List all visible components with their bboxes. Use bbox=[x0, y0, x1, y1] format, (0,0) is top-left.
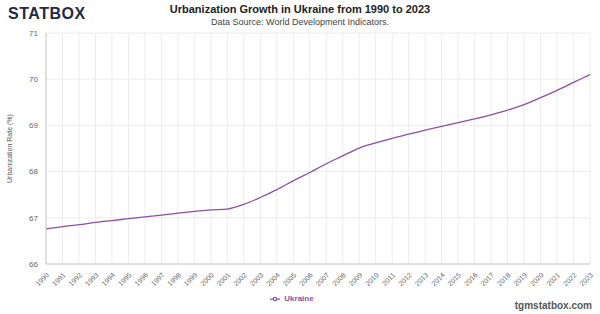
svg-text:2016: 2016 bbox=[463, 271, 479, 287]
svg-text:1991: 1991 bbox=[51, 271, 67, 287]
svg-text:2005: 2005 bbox=[282, 271, 298, 287]
html-text:Urbanization Growth in Ukraine: Urbanization Growth in Ukraine from 1990… bbox=[169, 3, 431, 15]
svg-text:2014: 2014 bbox=[430, 271, 446, 287]
svg-text:2002: 2002 bbox=[232, 271, 248, 287]
svg-text:70: 70 bbox=[29, 75, 38, 84]
html-text:Ukraine: Ukraine bbox=[284, 294, 314, 304]
svg-text:66: 66 bbox=[29, 260, 38, 269]
svg-text:2019: 2019 bbox=[512, 271, 528, 287]
svg-text:2011: 2011 bbox=[381, 271, 397, 287]
svg-text:2018: 2018 bbox=[496, 271, 512, 287]
html-text:tgmstatbox.com: tgmstatbox.com bbox=[514, 300, 592, 311]
svg-text:1990: 1990 bbox=[34, 271, 50, 287]
svg-text:2008: 2008 bbox=[331, 271, 347, 287]
svg-text:2004: 2004 bbox=[265, 271, 281, 287]
svg-text:1993: 1993 bbox=[84, 271, 100, 287]
svg-text:2021: 2021 bbox=[545, 271, 561, 287]
svg-text:2010: 2010 bbox=[364, 271, 380, 287]
svg-text:1996: 1996 bbox=[133, 271, 149, 287]
html-text:Data Source: World Development: Data Source: World Development Indicator… bbox=[211, 17, 389, 27]
svg-text:71: 71 bbox=[29, 29, 38, 38]
svg-text:2015: 2015 bbox=[446, 271, 462, 287]
svg-text:2009: 2009 bbox=[347, 271, 363, 287]
svg-text:2000: 2000 bbox=[199, 271, 215, 287]
svg-text:2003: 2003 bbox=[249, 271, 265, 287]
svg-text:1998: 1998 bbox=[166, 271, 182, 287]
svg-text:68: 68 bbox=[29, 167, 38, 176]
svg-text:2020: 2020 bbox=[529, 271, 545, 287]
svg-text:2006: 2006 bbox=[298, 271, 314, 287]
html-text:STATBOX: STATBOX bbox=[8, 5, 86, 22]
svg-text:1997: 1997 bbox=[150, 271, 166, 287]
svg-text:1995: 1995 bbox=[117, 271, 133, 287]
svg-text:2012: 2012 bbox=[397, 271, 413, 287]
svg-text:1994: 1994 bbox=[100, 271, 116, 287]
svg-text:2007: 2007 bbox=[314, 271, 330, 287]
svg-text:1999: 1999 bbox=[183, 271, 199, 287]
svg-text:2022: 2022 bbox=[562, 271, 578, 287]
svg-text:2013: 2013 bbox=[413, 271, 429, 287]
svg-text:1992: 1992 bbox=[67, 271, 83, 287]
svg-text:2001: 2001 bbox=[216, 271, 232, 287]
svg-text:Urbanization Rate (%): Urbanization Rate (%) bbox=[8, 114, 14, 183]
svg-text:2023: 2023 bbox=[578, 271, 592, 287]
svg-text:69: 69 bbox=[29, 121, 38, 130]
svg-text:2017: 2017 bbox=[479, 271, 495, 287]
svg-text:67: 67 bbox=[29, 214, 38, 223]
